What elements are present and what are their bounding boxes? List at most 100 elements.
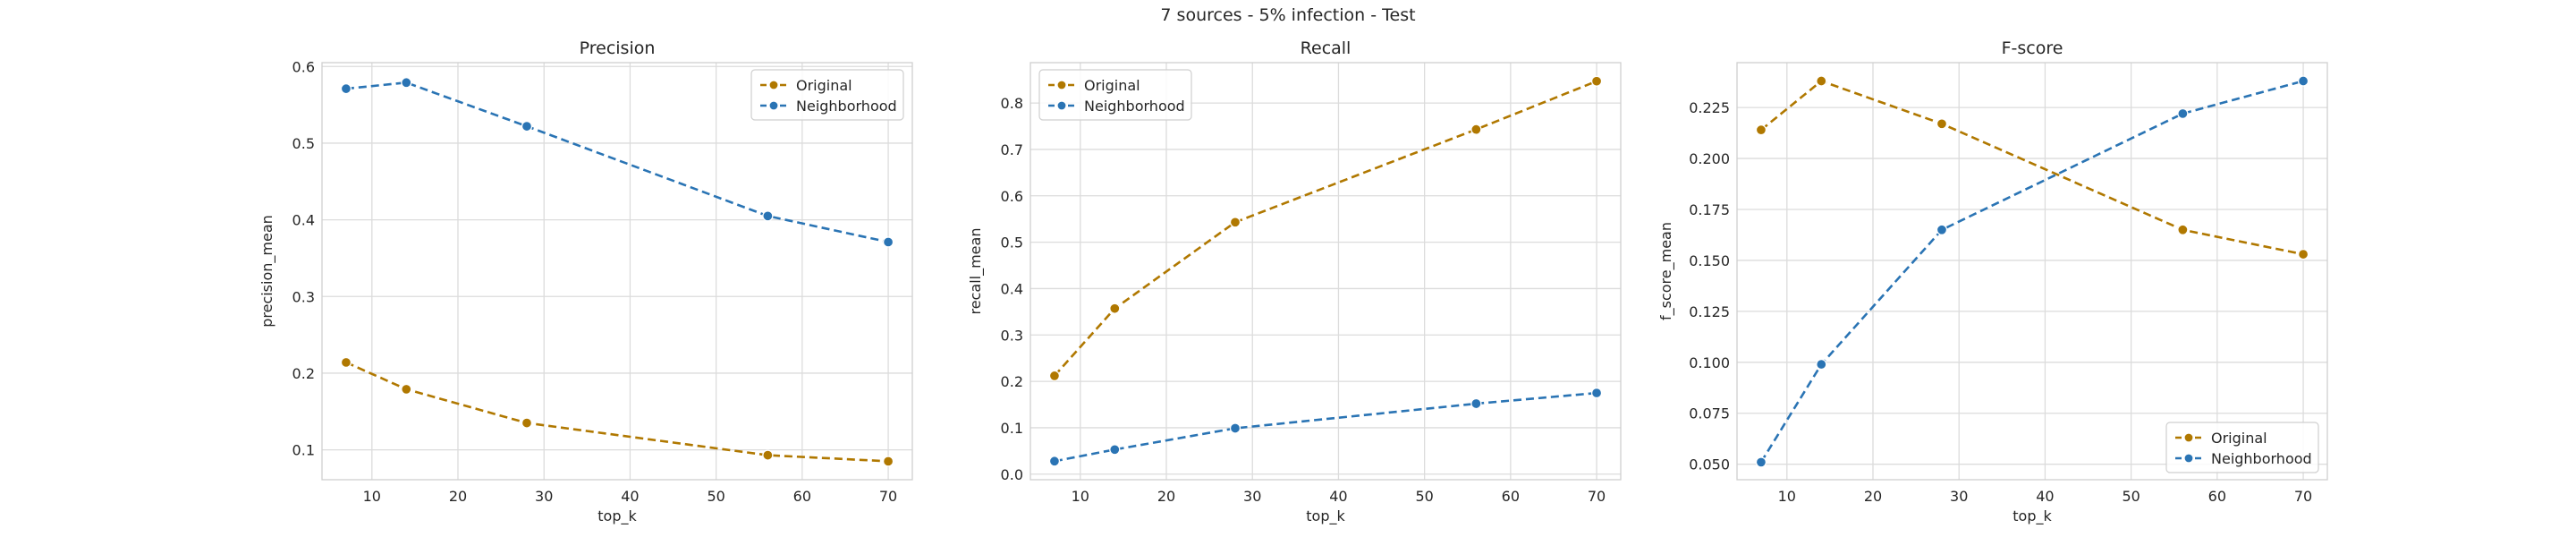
recall-y-tick-label: 0.4 <box>1001 280 1023 297</box>
recall-neighborhood-point <box>1048 456 1061 467</box>
recall-legend-original-marker <box>1056 80 1067 90</box>
precision-x-tick-label: 50 <box>707 488 724 505</box>
f-score-x-tick-label: 50 <box>2122 488 2140 505</box>
recall-legend-neighborhood-marker <box>1056 100 1067 111</box>
f-score-y-axis-label: f_score_mean <box>1657 222 1675 320</box>
precision-y-axis-label: precision_mean <box>258 215 276 328</box>
precision-original-point <box>762 449 774 461</box>
recall-neighborhood-point <box>1590 387 1603 399</box>
precision-x-tick-label: 30 <box>535 488 553 505</box>
f-score-original-point <box>1816 75 1827 87</box>
f-score-legend: Original Neighborhood <box>2165 422 2319 473</box>
precision-y-tick-label: 0.2 <box>292 365 315 382</box>
precision-legend: Original Neighborhood <box>750 69 904 121</box>
f-score-legend-original-marker <box>2183 432 2194 443</box>
recall-x-tick-label: 20 <box>1157 488 1175 505</box>
recall-x-tick-label: 10 <box>1072 488 1089 505</box>
recall-original-point <box>1590 75 1603 87</box>
precision-neighborhood-point <box>401 77 412 89</box>
f-score-original-point <box>2297 248 2309 260</box>
precision-neighborhood-point <box>762 210 774 222</box>
recall-x-tick-label: 70 <box>1588 488 1606 505</box>
precision-legend-neighborhood-label: Neighborhood <box>796 98 897 115</box>
f-score-y-tick-label: 0.125 <box>1689 303 1730 320</box>
precision-x-tick-label: 70 <box>879 488 897 505</box>
f-score-neighborhood-point <box>1936 224 1948 235</box>
recall-panel: 10 20 30 40 50 60 70 0.0 0.1 0.2 0.3 0.4 0.5 0.6 0.7 0.… <box>967 38 1622 525</box>
precision-y-tick-label: 0.5 <box>292 135 315 152</box>
f-score-y-tick-label: 0.175 <box>1689 201 1730 218</box>
f-score-neighborhood-point <box>1816 358 1827 371</box>
precision-y-tick-label: 0.1 <box>292 442 315 459</box>
f-score-legend-neighborhood-marker <box>2183 453 2194 464</box>
recall-original-point <box>1109 303 1121 314</box>
recall-legend-box <box>1038 69 1192 121</box>
precision-original-point <box>340 356 352 369</box>
precision-neighborhood-point <box>521 120 533 132</box>
precision-y-tick-label: 0.6 <box>292 58 315 75</box>
f-score-y-tick-label: 0.225 <box>1689 99 1730 116</box>
recall-original-point <box>1048 370 1061 382</box>
recall-x-tick-label: 40 <box>1329 488 1347 505</box>
recall-x-axis-label: top_k <box>1306 507 1345 525</box>
f-score-neighborhood-point <box>1755 456 1767 468</box>
precision-neighborhood-point <box>340 82 352 95</box>
precision-x-tick-label: 40 <box>621 488 639 505</box>
recall-panel-title: Recall <box>1301 38 1352 58</box>
f-score-x-tick-label: 60 <box>2208 488 2226 505</box>
f-score-x-tick-label: 70 <box>2294 488 2312 505</box>
recall-x-tick-label: 30 <box>1243 488 1261 505</box>
precision-original-point <box>401 383 412 396</box>
precision-original-point <box>521 417 533 429</box>
precision-legend-original-label: Original <box>796 77 852 94</box>
precision-original-line <box>345 361 889 463</box>
recall-x-tick-label: 50 <box>1415 488 1433 505</box>
f-score-y-tick-label: 0.200 <box>1689 150 1730 167</box>
precision-legend-box <box>750 69 904 121</box>
f-score-y-tick-label: 0.050 <box>1689 456 1730 473</box>
precision-y-tick-label: 0.3 <box>292 288 315 305</box>
recall-y-tick-label: 0.3 <box>1001 327 1023 344</box>
recall-neighborhood-point <box>1109 444 1121 456</box>
f-score-legend-neighborhood-label: Neighborhood <box>2211 450 2312 467</box>
precision-x-tick-label: 10 <box>363 488 381 505</box>
precision-legend-neighborhood-marker <box>768 100 779 111</box>
f-score-panel: 10 20 30 40 50 60 70 0.050 0.075 0.100 0.125 0.150 0… <box>1657 38 2328 525</box>
recall-y-tick-label: 0.6 <box>1001 188 1023 205</box>
precision-axes-frame <box>321 62 913 481</box>
f-score-axes-frame <box>1736 62 2328 481</box>
precision-y-tick-label: 0.4 <box>292 212 315 229</box>
f-score-x-tick-label: 10 <box>1778 488 1796 505</box>
recall-legend: Original Neighborhood <box>1038 69 1192 121</box>
figure-suptitle: 7 sources - 5% infection - Test <box>1160 5 1416 25</box>
precision-original-point <box>882 456 894 467</box>
precision-x-axis-label: top_k <box>597 507 637 525</box>
recall-original-point <box>1229 217 1241 228</box>
f-score-neighborhood-point <box>2177 107 2189 120</box>
f-score-panel-title: F-score <box>2002 38 2063 58</box>
recall-y-tick-label: 0.5 <box>1001 234 1023 251</box>
f-score-neighborhood-point <box>2297 75 2309 87</box>
recall-y-axis-label: recall_mean <box>967 228 985 315</box>
recall-neighborhood-point <box>1229 422 1241 434</box>
recall-y-tick-label: 0.7 <box>1001 141 1023 158</box>
f-score-x-axis-label: top_k <box>2012 507 2052 525</box>
recall-axes-frame <box>1030 62 1622 481</box>
recall-y-tick-label: 0.0 <box>1001 466 1023 483</box>
precision-legend-original-marker <box>768 80 779 90</box>
recall-x-tick-label: 60 <box>1502 488 1520 505</box>
recall-legend-original-label: Original <box>1084 77 1140 94</box>
recall-legend-neighborhood-label: Neighborhood <box>1084 98 1185 115</box>
precision-panel: 10 20 30 40 50 60 70 0.1 0.2 0.3 0.4 0.5 0.6 top_k pre… <box>258 38 913 525</box>
precision-panel-title: Precision <box>580 38 656 58</box>
precision-x-tick-label: 20 <box>449 488 467 505</box>
f-score-x-tick-label: 30 <box>1950 488 1968 505</box>
f-score-neighborhood-line <box>1759 80 2304 464</box>
precision-x-tick-label: 60 <box>793 488 811 505</box>
f-score-x-tick-label: 40 <box>2036 488 2054 505</box>
f-score-x-tick-label: 20 <box>1864 488 1882 505</box>
f-score-original-point <box>1755 124 1767 136</box>
f-score-y-tick-label: 0.150 <box>1689 252 1730 269</box>
recall-original-point <box>1470 124 1482 135</box>
